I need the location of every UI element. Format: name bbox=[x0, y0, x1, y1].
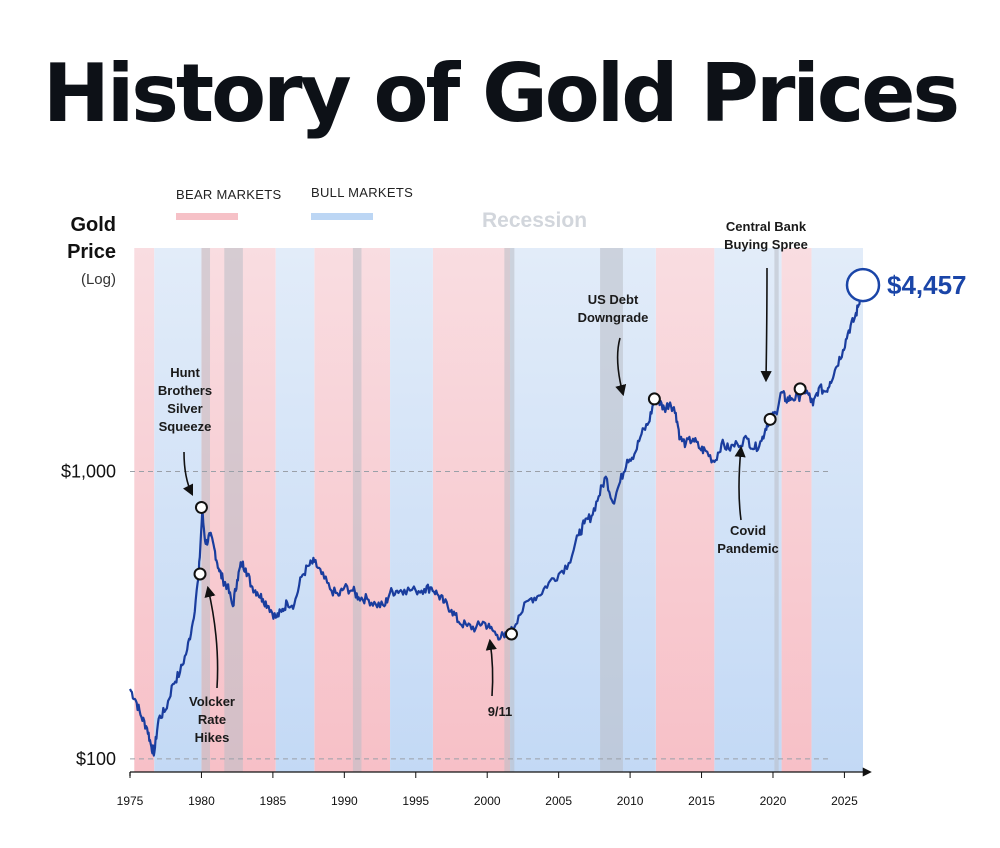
annotation-arrow bbox=[734, 445, 746, 521]
annotation-text: Downgrade bbox=[578, 310, 649, 325]
bull-market-band bbox=[510, 248, 656, 772]
annotation-volcker: Volcker Rate Hikes bbox=[189, 567, 235, 745]
legend-bear-label: BEAR MARKETS bbox=[176, 187, 281, 202]
bear-market-band bbox=[655, 248, 715, 772]
annotation-arrow bbox=[485, 638, 497, 697]
bear-market-band bbox=[314, 248, 391, 772]
x-tick-label: 1995 bbox=[402, 794, 429, 808]
latest-price-circle bbox=[845, 267, 881, 303]
legend-bull-swatch bbox=[311, 213, 373, 220]
annotation-text: 9/11 bbox=[488, 704, 513, 719]
annotation-text: Silver bbox=[167, 401, 202, 416]
annotation-us-debt: US Debt Downgrade bbox=[578, 292, 661, 406]
bull-market-band bbox=[390, 248, 433, 772]
x-tick-label: 1975 bbox=[117, 794, 144, 808]
gold-price-line bbox=[129, 284, 865, 757]
annotation-arrow bbox=[182, 451, 194, 497]
annotation-central-bank: Central Bank Buying Spree bbox=[724, 219, 808, 396]
x-ticks: 1975 1980 1985 1990 1995 2000 2005 2010 2015 2020… bbox=[117, 772, 858, 808]
recession-band bbox=[600, 248, 623, 772]
bear-market-band bbox=[134, 248, 155, 772]
annotation-text: Central Bank bbox=[726, 219, 807, 234]
annotation-point bbox=[763, 412, 777, 426]
x-tick-label: 1985 bbox=[260, 794, 287, 808]
y-tick-label: $1,000 bbox=[61, 462, 116, 482]
annotation-nine-eleven: 9/11 bbox=[485, 627, 519, 719]
annotations: Hunt Brothers Silver Squeeze Volcker Rate Hike… bbox=[158, 219, 808, 745]
legend-bear-swatch bbox=[176, 213, 238, 220]
annotation-text: Hikes bbox=[195, 730, 230, 745]
annotation-arrow bbox=[204, 585, 219, 689]
axes bbox=[129, 767, 872, 777]
x-tick-label: 2010 bbox=[617, 794, 644, 808]
annotation-covid: Covid Pandemic bbox=[717, 412, 779, 556]
annotation-text: Brothers bbox=[158, 383, 212, 398]
bear-market-band bbox=[781, 248, 812, 772]
recession-band bbox=[774, 248, 779, 772]
annotation-point bbox=[505, 627, 519, 641]
legend-bull-label: BULL MARKETS bbox=[311, 185, 413, 200]
annotation-hunt: Hunt Brothers Silver Squeeze bbox=[158, 365, 212, 514]
annotation-text: Covid bbox=[730, 523, 766, 538]
x-tick-label: 2020 bbox=[760, 794, 787, 808]
y-tick-label: $100 bbox=[76, 749, 116, 769]
bull-market-band bbox=[714, 248, 782, 772]
x-tick-label: 2025 bbox=[831, 794, 858, 808]
annotation-text: Volcker bbox=[189, 694, 235, 709]
legend-recession-label: Recession bbox=[482, 209, 587, 232]
x-tick-label: 1980 bbox=[188, 794, 215, 808]
annotation-point bbox=[194, 500, 208, 514]
annotation-text: Buying Spree bbox=[724, 237, 808, 252]
annotation-text: Pandemic bbox=[717, 541, 778, 556]
y-axis-title-line1: Gold bbox=[70, 214, 116, 236]
latest-price-marker: $4,457 bbox=[845, 267, 967, 303]
x-tick-label: 1990 bbox=[331, 794, 358, 808]
recession-band bbox=[352, 248, 362, 772]
recession-band bbox=[224, 248, 243, 772]
latest-price-label: $4,457 bbox=[887, 270, 967, 300]
x-tick-label: 2000 bbox=[474, 794, 501, 808]
bull-market-band bbox=[811, 248, 863, 772]
annotation-point bbox=[793, 382, 807, 396]
recession-band bbox=[504, 248, 515, 772]
market-bands bbox=[134, 248, 863, 772]
annotation-point bbox=[193, 567, 207, 581]
annotation-text: Squeeze bbox=[159, 419, 212, 434]
annotation-text: US Debt bbox=[588, 292, 639, 307]
x-tick-label: 2015 bbox=[688, 794, 715, 808]
y-axis-title-line2: Price bbox=[67, 241, 116, 263]
page-title: History of Gold Prices bbox=[42, 47, 960, 140]
y-axis-title-line3: (Log) bbox=[81, 271, 116, 288]
annotation-point bbox=[647, 392, 661, 406]
annotation-text: Hunt bbox=[170, 365, 200, 380]
annotation-arrow bbox=[615, 337, 627, 397]
bull-market-band bbox=[275, 248, 315, 772]
x-tick-label: 2005 bbox=[545, 794, 572, 808]
annotation-text: Rate bbox=[198, 712, 226, 727]
bear-market-band bbox=[432, 248, 511, 772]
y-ticks: $100 $1,000 bbox=[61, 462, 116, 769]
bull-market-band bbox=[154, 248, 202, 772]
annotation-arrow bbox=[760, 267, 772, 383]
